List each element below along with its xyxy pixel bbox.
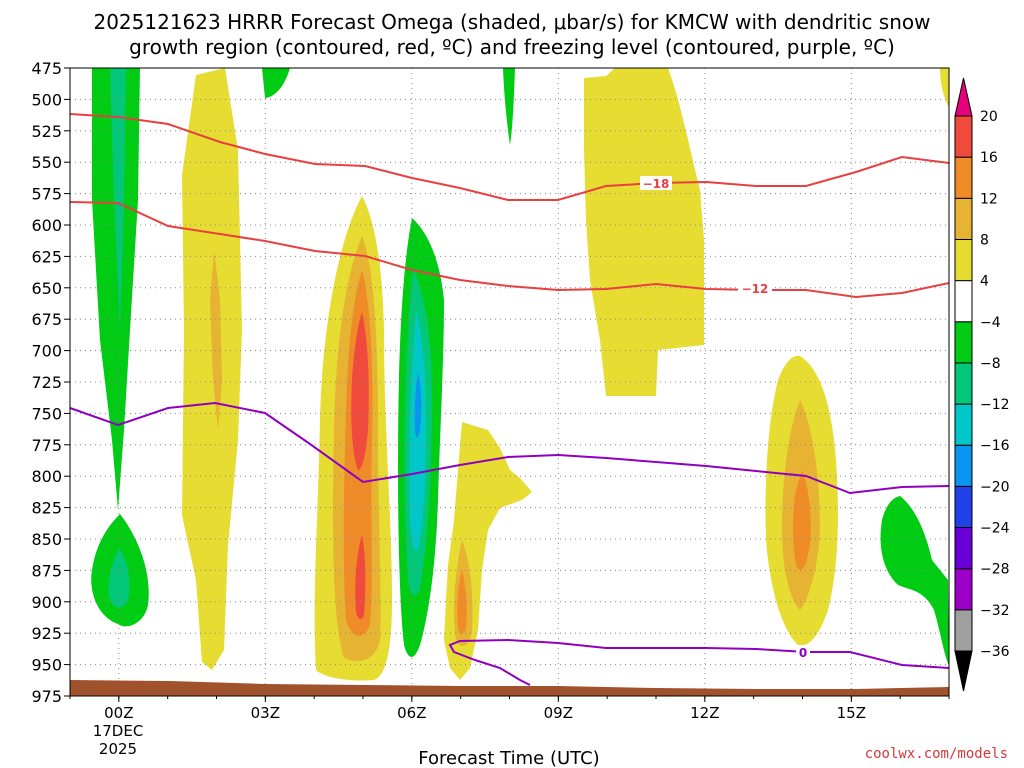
colorbar-bin <box>954 485 973 529</box>
colorbar-bin <box>954 568 973 611</box>
y-tick-label: 500 <box>31 90 62 109</box>
colorbar-bin <box>954 197 973 240</box>
chart-title-line1: 2025121623 HRRR Forecast Omega (shaded, … <box>93 10 930 34</box>
y-tick-label: 475 <box>31 59 62 78</box>
y-tick-label: 700 <box>31 342 62 361</box>
colorbar-label: 16 <box>980 150 998 166</box>
colorbar-bin <box>954 527 973 570</box>
freezing-level-contour-lower <box>448 638 950 686</box>
colorbar-bin <box>954 444 973 487</box>
contour-label-minus18: −18 <box>643 177 670 191</box>
omega-neg-column-left-core <box>110 68 126 330</box>
omega-pos-region-10z <box>584 68 704 396</box>
x-tick-label: 03Z <box>251 704 280 722</box>
y-tick-label: 675 <box>31 310 62 329</box>
freezing-level-contour <box>69 401 950 495</box>
y-tick-label: 850 <box>31 530 62 549</box>
colorbar-bin <box>954 321 973 364</box>
x-tick-label: 09Z <box>544 704 573 722</box>
omega-pos-top-right <box>940 68 949 108</box>
y-tick-label: 875 <box>31 561 62 580</box>
ground-surface <box>70 680 949 696</box>
x-tick-label: 06Z <box>397 704 426 722</box>
y-tick-label: 950 <box>31 656 62 675</box>
omega-pos-column-05z-max-lower <box>355 535 366 620</box>
plot-area: −18 −12 0 <box>69 67 950 697</box>
colorbar-label: 20 <box>980 109 998 125</box>
y-tick-label: 525 <box>31 122 62 141</box>
colorbar-label: −4 <box>980 315 1001 331</box>
dgz-contour-minus12 <box>69 201 950 299</box>
y-tick-label: 925 <box>31 624 62 643</box>
omega-pos-column-02z <box>182 68 242 670</box>
omega-neg-blob-lowerleft-core <box>108 548 130 608</box>
colorbar-label: 4 <box>980 274 989 290</box>
y-axis: 475 500 525 550 575 600 625 650 675 700 725 750 775 8… <box>31 59 70 706</box>
colorbar-bin <box>954 403 973 446</box>
colorbar-bin <box>954 156 973 199</box>
colorbar-bin <box>954 115 973 158</box>
contour-label-bg-freezing <box>796 645 810 659</box>
y-tick-label: 825 <box>31 499 62 518</box>
colorbar-bin <box>954 280 973 323</box>
colorbar-bin <box>954 238 973 282</box>
colorbar-bin <box>954 609 973 652</box>
omega-pos-column-02z-core <box>210 250 222 430</box>
y-tick-label: 625 <box>31 247 62 266</box>
colorbar-label: −32 <box>980 603 1010 619</box>
colorbar-bin <box>954 362 973 405</box>
x-tick-label: 15Z <box>837 704 866 722</box>
x-date-line2: 2025 <box>99 740 137 758</box>
chart-title-line2: growth region (contoured, red, ºC) and f… <box>129 35 895 59</box>
y-tick-label: 575 <box>31 185 62 204</box>
y-tick-label: 550 <box>31 153 62 172</box>
colorbar-label: 12 <box>980 191 998 207</box>
contour-label-freezing: 0 <box>799 646 807 660</box>
colorbar-label: −28 <box>980 562 1010 578</box>
omega-pos-column-07z-strong <box>457 570 467 634</box>
x-tick-label: 00Z <box>104 704 133 722</box>
x-axis-label: Forecast Time (UTC) <box>418 748 599 768</box>
colorbar-label: 8 <box>980 232 989 248</box>
y-tick-label: 800 <box>31 467 62 486</box>
colorbar-label: −8 <box>980 356 1001 372</box>
omega-neg-column-06z-max <box>414 372 422 438</box>
omega-neg-top-03z <box>262 68 290 98</box>
colorbar-label: −12 <box>980 397 1010 413</box>
y-tick-label: 900 <box>31 593 62 612</box>
omega-pos-blob-14z-strong <box>793 470 811 570</box>
x-axis: 00Z 03Z 06Z 09Z 12Z 15Z <box>69 696 950 722</box>
contour-label-minus12: −12 <box>742 282 769 296</box>
y-tick-label: 600 <box>31 216 62 235</box>
omega-shading <box>91 68 949 681</box>
colorbar-label: −16 <box>980 438 1010 454</box>
colorbar-label: −36 <box>980 644 1010 660</box>
credit-text: coolwx.com/models <box>865 746 1008 762</box>
x-date-line1: 17DEC <box>93 722 144 740</box>
y-tick-label: 975 <box>31 687 62 706</box>
contour-label-minus12-group: −12 <box>738 281 772 296</box>
colorbar: −36 −32 −28 −24 −20 −16 −12 −8 −4 4 8 12 16 20 <box>954 77 1010 692</box>
omega-neg-top-08z <box>503 68 515 145</box>
y-tick-label: 750 <box>31 404 62 423</box>
y-tick-label: 775 <box>31 436 62 455</box>
contour-label-minus18-group: −18 <box>640 176 672 191</box>
omega-neg-blob-16z <box>880 496 949 666</box>
colorbar-top-triangle <box>954 77 973 117</box>
contour-label-bg-minus12 <box>738 281 772 295</box>
y-tick-label: 725 <box>31 373 62 392</box>
colorbar-label: −24 <box>980 521 1010 537</box>
omega-neg-column-left <box>92 68 140 510</box>
colorbar-bottom-triangle <box>954 650 973 692</box>
dgz-contour-minus18 <box>69 113 950 201</box>
contour-label-bg-minus18 <box>640 176 672 190</box>
contour-label-freezing-group: 0 <box>796 645 810 660</box>
y-tick-label: 650 <box>31 279 62 298</box>
omega-pos-column-05z-max <box>351 312 369 470</box>
x-tick-label: 12Z <box>690 704 719 722</box>
colorbar-label: −20 <box>980 479 1010 495</box>
